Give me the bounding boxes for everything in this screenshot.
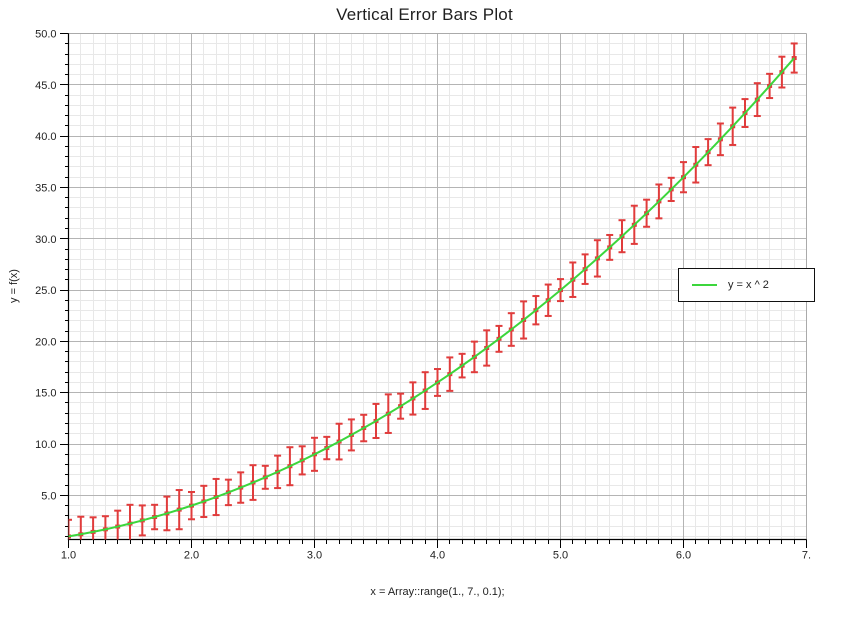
y-axis-label: y = f(x) [8, 269, 20, 303]
x-tick-label: 5.0 [553, 550, 568, 562]
y-tick-label: 25.0 [35, 285, 56, 297]
y-tick-label: 15.0 [35, 388, 56, 400]
y-tick-label: 45.0 [35, 80, 56, 92]
x-tick-label: 1.0 [61, 550, 76, 562]
x-tick-label: 7. [802, 550, 811, 562]
tick-labels: 1.0 2.0 3.0 4.0 5.0 6.0 7. 5.0 10.0 15.0 20.0 25.0 3… [35, 29, 811, 562]
y-tick-label: 50.0 [35, 29, 56, 41]
x-tick-label: 3.0 [307, 550, 322, 562]
x-tick-label: 2.0 [184, 550, 199, 562]
chart-title: Vertical Error Bars Plot [336, 5, 513, 24]
y-tick-label: 40.0 [35, 131, 56, 143]
y-tick-label: 20.0 [35, 336, 56, 348]
legend-line-swatch [692, 284, 717, 286]
x-tick-label: 4.0 [430, 550, 445, 562]
legend-label: y = x ^ 2 [728, 279, 769, 291]
series-line [68, 57, 795, 538]
x-tick-label: 6.0 [676, 550, 691, 562]
y-tick-label: 30.0 [35, 234, 56, 246]
y-tick-label: 5.0 [41, 490, 56, 502]
x-axis-label: x = Array::range(1., 7., 0.1); [370, 586, 505, 598]
y-tick-label: 35.0 [35, 182, 56, 194]
legend: y = x ^ 2 [678, 268, 815, 302]
y-tick-label: 10.0 [35, 439, 56, 451]
